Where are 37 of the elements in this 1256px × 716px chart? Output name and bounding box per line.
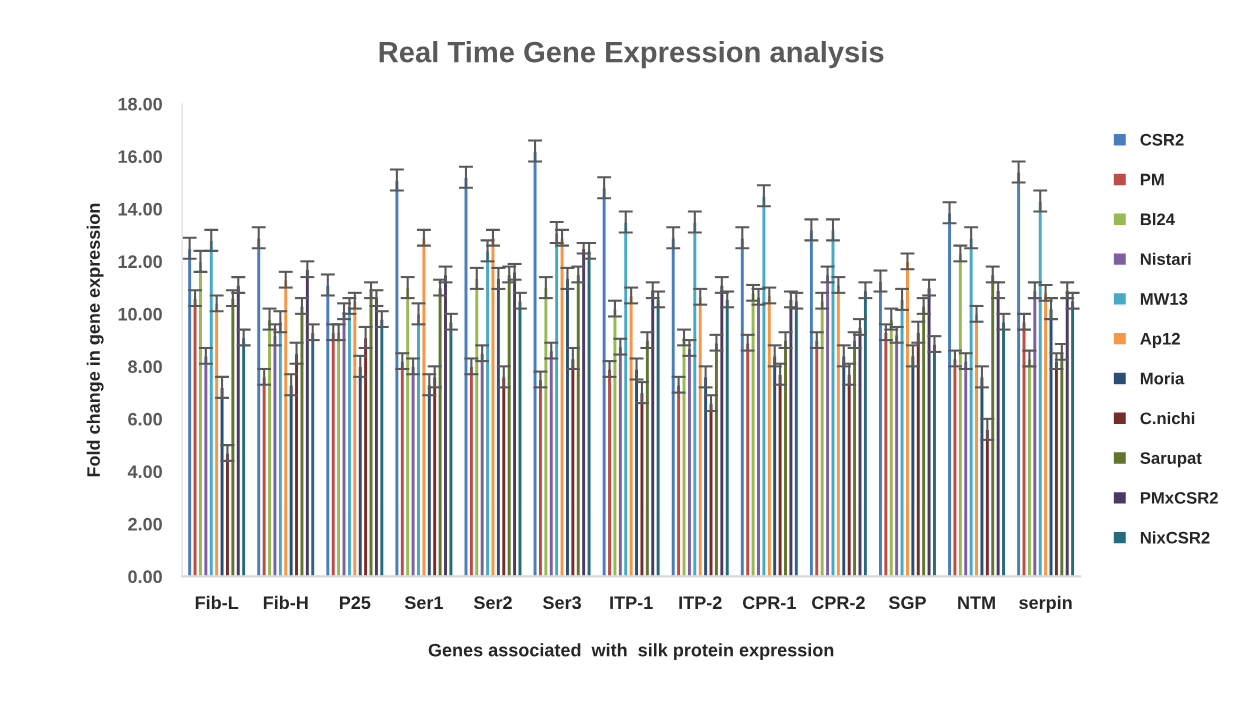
x-tick-label: serpin [1019, 595, 1072, 613]
y-tick-label: 2.00 [128, 517, 162, 531]
legend-label: C.nichi [1140, 411, 1195, 425]
legend-label: Sarupat [1140, 452, 1202, 468]
y-tick-label: 16.00 [118, 150, 162, 164]
x-tick-label: ITP-1 [610, 596, 653, 609]
y-tick-label: 18.00 [118, 97, 162, 111]
legend-label: PM [1140, 173, 1164, 186]
x-tick-label: P25 [339, 596, 371, 610]
x-tick-label: NTM [958, 596, 995, 609]
legend-label: PMxCSR2 [1140, 491, 1218, 504]
legend-label: Moria [1140, 372, 1185, 385]
x-axis-title: Genes associated with silk protein expression [428, 643, 834, 661]
legend-label: Ap12 [1140, 332, 1180, 348]
x-tick-label: Fib-L [195, 595, 239, 610]
x-tick-label: SGP [888, 596, 926, 610]
y-tick-label: 0.00 [128, 570, 162, 584]
y-tick-label: 4.00 [127, 465, 162, 479]
y-tick-label: 12.00 [118, 255, 162, 269]
legend-label: Bl24 [1140, 213, 1175, 226]
y-axis-title: Fold change in gene expression [86, 203, 104, 477]
x-tick-label: CPR-1 [742, 596, 796, 610]
x-tick-label: ITP-2 [679, 596, 722, 609]
x-tick-label: Ser2 [473, 596, 512, 610]
legend-label: Nistari [1140, 252, 1191, 266]
x-tick-label: Fib-H [263, 595, 308, 610]
x-tick-label: Ser3 [543, 596, 581, 610]
legend-label: CSR2 [1140, 133, 1184, 146]
y-tick-label: 10.00 [118, 307, 162, 321]
x-tick-label: CPR-2 [812, 596, 865, 610]
legend-label: MW13 [1140, 293, 1188, 305]
chart-title: Real Time Gene Expression analysis [379, 41, 884, 69]
legend-label: NixCSR2 [1140, 531, 1210, 544]
y-tick-label: 14.00 [118, 202, 162, 216]
y-tick-label: 6.00 [128, 412, 162, 426]
x-tick-label: Ser1 [404, 596, 443, 610]
y-tick-label: 8.00 [128, 360, 162, 374]
